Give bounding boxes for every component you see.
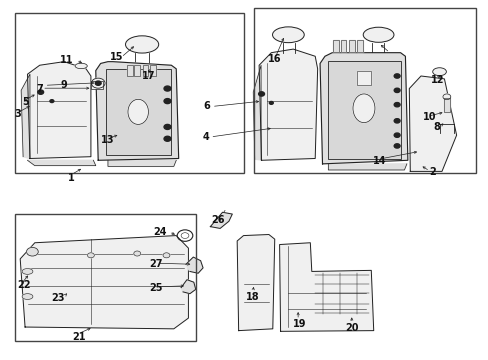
Polygon shape [27,160,96,166]
Ellipse shape [432,68,446,76]
Bar [340,40,346,52]
Circle shape [163,125,170,130]
Polygon shape [185,257,203,273]
Text: 16: 16 [267,54,281,64]
Polygon shape [27,62,91,158]
Bar [443,98,449,112]
Circle shape [393,133,399,137]
Text: 24: 24 [153,227,166,237]
Text: 21: 21 [72,332,85,342]
Circle shape [50,100,54,103]
Text: 13: 13 [101,135,114,145]
Circle shape [95,81,101,85]
Text: 1: 1 [68,173,75,183]
Text: 7: 7 [36,84,43,94]
Text: 19: 19 [292,319,305,329]
Text: 2: 2 [428,167,435,177]
Bar [15,214,195,341]
Bar [150,64,156,76]
Polygon shape [328,164,406,170]
Circle shape [393,119,399,123]
Text: 25: 25 [149,283,162,293]
Bar [443,98,449,112]
Bar [356,71,370,85]
Circle shape [442,94,450,100]
Circle shape [163,86,170,91]
Circle shape [258,92,264,96]
Text: 3: 3 [14,109,21,119]
Bar [134,64,140,76]
Circle shape [91,78,105,88]
Ellipse shape [22,294,33,300]
Polygon shape [259,49,317,160]
Bar [340,40,346,52]
Polygon shape [181,280,195,294]
Ellipse shape [128,99,148,125]
Bar [15,13,244,173]
Bar [356,71,370,85]
Polygon shape [96,62,178,160]
Text: 11: 11 [60,54,74,64]
Text: 12: 12 [430,75,444,85]
Polygon shape [108,160,176,166]
Bar [356,40,362,52]
Polygon shape [20,235,188,329]
Bar [142,64,148,76]
Circle shape [134,251,141,256]
Text: 15: 15 [110,52,123,62]
Text: 20: 20 [345,323,358,333]
Bar [356,40,362,52]
Circle shape [38,90,43,94]
Text: 8: 8 [432,122,439,132]
Ellipse shape [363,27,393,42]
Ellipse shape [352,94,374,123]
Ellipse shape [75,63,87,69]
Circle shape [163,136,170,141]
Polygon shape [320,53,407,164]
Text: 9: 9 [60,80,67,90]
Polygon shape [21,74,30,158]
Polygon shape [237,234,274,330]
Bar [328,60,400,159]
Circle shape [87,253,94,258]
Bar [150,64,156,76]
Ellipse shape [22,269,33,274]
Circle shape [163,99,170,104]
Text: 22: 22 [17,280,31,290]
Text: 5: 5 [22,97,29,107]
Text: 6: 6 [203,102,210,112]
Circle shape [26,247,38,256]
Bar [127,64,133,76]
Bar [332,40,338,52]
Bar [348,40,354,52]
Text: 27: 27 [149,259,162,269]
Circle shape [393,103,399,107]
Bar [348,40,354,52]
Text: 14: 14 [372,156,386,166]
Bar [127,64,133,76]
Text: 23: 23 [51,293,65,303]
Text: 4: 4 [203,132,209,142]
Bar [332,40,338,52]
Bar [254,8,475,173]
Circle shape [163,253,169,258]
Polygon shape [279,243,373,331]
Text: 17: 17 [142,71,155,81]
Bar [105,69,171,155]
Polygon shape [408,76,456,171]
Text: 26: 26 [211,215,224,225]
Polygon shape [253,65,261,160]
Bar [134,64,140,76]
Circle shape [393,144,399,148]
Ellipse shape [272,27,304,42]
Polygon shape [210,212,232,228]
Bar [91,81,103,89]
Circle shape [269,102,273,104]
Circle shape [393,74,399,78]
Text: 18: 18 [245,292,259,302]
Text: 10: 10 [422,112,436,122]
Circle shape [393,88,399,93]
Ellipse shape [125,36,158,53]
Bar [142,64,148,76]
